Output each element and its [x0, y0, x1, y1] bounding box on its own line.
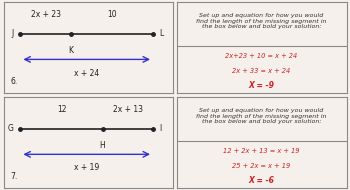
Text: X = -9: X = -9 — [248, 81, 274, 90]
Text: L: L — [160, 29, 164, 38]
Text: 6.: 6. — [10, 77, 18, 86]
Text: X = -6: X = -6 — [248, 176, 274, 185]
Text: 2x+23 + 10 = x + 24: 2x+23 + 10 = x + 24 — [225, 53, 298, 59]
Text: 25 + 2x = x + 19: 25 + 2x = x + 19 — [232, 162, 291, 169]
Text: K: K — [68, 46, 73, 55]
Text: 7.: 7. — [10, 172, 18, 181]
Text: J: J — [12, 29, 14, 38]
Text: G: G — [8, 124, 14, 133]
Text: x + 19: x + 19 — [74, 163, 99, 173]
Text: 10: 10 — [107, 10, 117, 19]
Text: 2x + 13: 2x + 13 — [113, 105, 143, 114]
Text: 2x + 23: 2x + 23 — [31, 10, 61, 19]
Text: H: H — [100, 141, 105, 150]
Text: Set up and equation for how you would
find the length of the missing segment in
: Set up and equation for how you would fi… — [196, 108, 327, 124]
Text: I: I — [160, 124, 162, 133]
Text: x + 24: x + 24 — [74, 69, 99, 78]
Text: 12: 12 — [57, 105, 66, 114]
Text: Set up and equation for how you would
find the length of the missing segment in
: Set up and equation for how you would fi… — [196, 13, 327, 29]
Text: 12 + 2x + 13 = x + 19: 12 + 2x + 13 = x + 19 — [223, 148, 300, 154]
Text: 2x + 33 = x + 24: 2x + 33 = x + 24 — [232, 68, 291, 74]
